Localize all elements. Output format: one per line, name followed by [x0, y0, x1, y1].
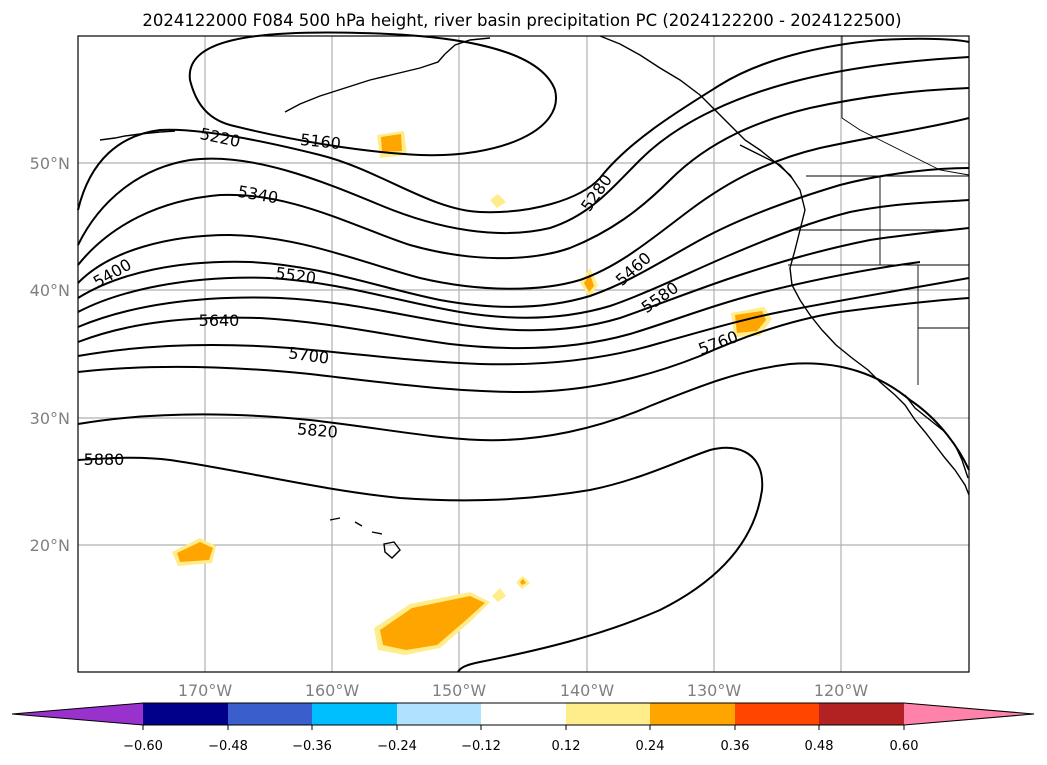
us-west-coast: [789, 209, 970, 496]
colorbar-label-0: −0.60: [123, 739, 163, 754]
contour-5580: [77, 227, 970, 332]
contour-5880: [77, 446, 764, 673]
colorbar-segment-2: [228, 703, 312, 725]
colorbar-tick-marks: [142, 725, 905, 730]
colorbar: −0.60 −0.48 −0.36 −0.24 −0.12 0.12 0.24 …: [11, 702, 1035, 754]
aleutian-coast: [99, 130, 176, 141]
contour-5340: [77, 87, 970, 266]
coastlines: [99, 35, 970, 559]
contour-5640: [77, 261, 921, 350]
colorbar-label-4: −0.12: [461, 739, 501, 754]
colorbar-label-3: −0.24: [377, 739, 417, 754]
lat-label-30n: 30°N: [30, 409, 70, 428]
precip-patch-west: [177, 542, 213, 562]
lon-label-150w: 150°W: [432, 681, 487, 700]
precip-patch-mid: [584, 274, 594, 292]
colorbar-label-7: 0.36: [721, 739, 750, 754]
longitude-labels: 170°W 160°W 150°W 140°W 130°W 120°W: [178, 681, 869, 700]
contour-label-5640: 5640: [199, 311, 240, 330]
contour-label-5880: 5880: [84, 450, 125, 469]
map-frame: [77, 35, 970, 673]
precip-patch-small-2: [492, 588, 506, 602]
map-panel: 5160 5220 5280 5340 5400 5460 5520 5580 …: [77, 31, 970, 673]
colorbar-segment-5: [481, 703, 566, 725]
figure-title: 2024122000 F084 500 hPa height, river ba…: [142, 11, 901, 30]
colorbar-segment-0: [12, 703, 143, 725]
contour-5280: [77, 56, 970, 246]
lon-label-130w: 130°W: [687, 681, 742, 700]
contour-5160: [188, 31, 558, 157]
colorbar-segment-3: [312, 703, 397, 725]
contour-5460: [77, 167, 970, 308]
contour-5700: [77, 277, 970, 366]
lon-label-160w: 160°W: [305, 681, 360, 700]
precip-shading: [172, 131, 772, 655]
colorbar-label-5: 0.12: [552, 739, 581, 754]
contour-label-5820: 5820: [296, 419, 338, 441]
colorbar-segment-4: [397, 703, 481, 725]
lat-label-40n: 40°N: [30, 281, 70, 300]
colorbar-label-8: 0.48: [805, 739, 834, 754]
vancouver-island: [739, 144, 793, 179]
latitude-labels: 50°N 40°N 30°N 20°N: [30, 154, 70, 555]
lon-label-140w: 140°W: [560, 681, 615, 700]
colorbar-segment-6: [566, 703, 650, 725]
lat-label-20n: 20°N: [30, 536, 70, 555]
alaska-peninsula-coast: [284, 53, 446, 113]
state-borders: [788, 176, 969, 385]
lon-label-170w: 170°W: [178, 681, 233, 700]
contour-5520: [77, 199, 970, 319]
contour-5760: [77, 297, 970, 394]
colorbar-label-1: −0.48: [208, 739, 248, 754]
colorbar-label-2: −0.36: [292, 739, 332, 754]
alaska-south-coast: [444, 37, 491, 55]
colorbar-label-6: 0.24: [636, 739, 665, 754]
colorbar-segment-8: [735, 703, 819, 725]
hawaii-islands: [329, 517, 401, 559]
precip-patch-small-3-core: [520, 579, 526, 585]
contour-label-5160: 5160: [299, 130, 341, 153]
colorbar-segment-7: [650, 703, 735, 725]
colorbar-segment-9: [819, 703, 904, 725]
colorbar-segment-10: [904, 703, 1034, 725]
graticule: [78, 36, 969, 672]
precip-patch-small-1: [490, 194, 506, 208]
lat-label-50n: 50°N: [30, 154, 70, 173]
colorbar-label-9: 0.60: [890, 739, 919, 754]
colorbar-segment-1: [143, 703, 228, 725]
contour-5400: [77, 117, 970, 290]
map-background: [78, 36, 969, 672]
precip-patch-gulf: [381, 134, 402, 152]
precip-patch-south: [380, 596, 485, 650]
contour-5220: [77, 37, 970, 214]
height-contours: [77, 31, 970, 673]
lon-label-120w: 120°W: [814, 681, 869, 700]
contour-5820: [77, 362, 970, 471]
